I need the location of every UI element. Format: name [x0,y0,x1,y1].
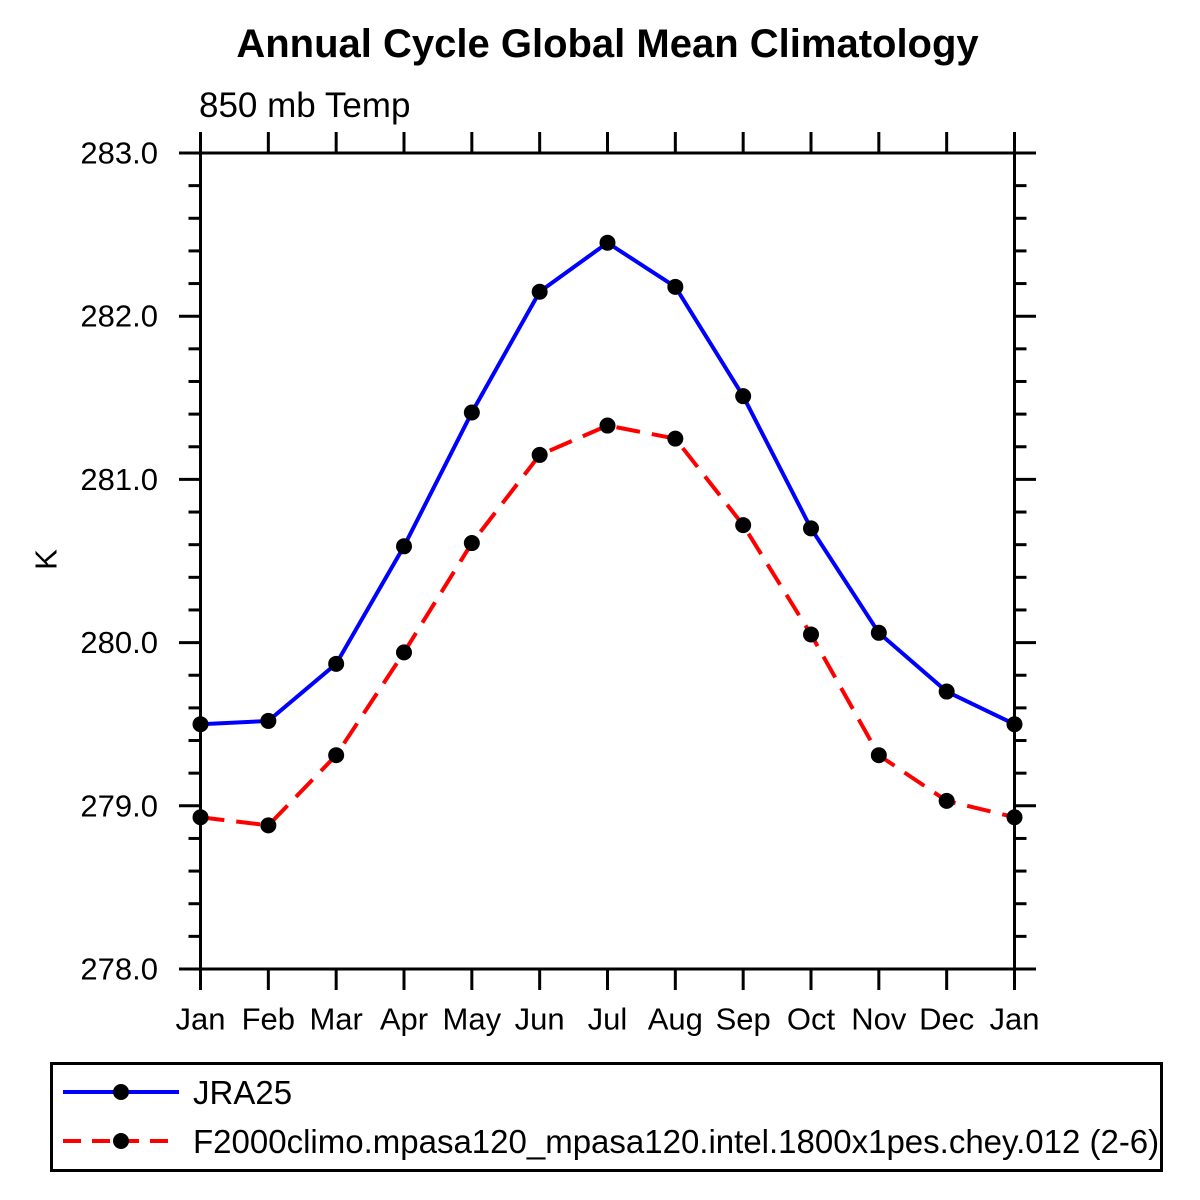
legend-label-f2000climo: F2000climo.mpasa120_mpasa120.intel.1800x… [193,1122,1160,1160]
x-tick-label: Mar [309,1002,362,1037]
data-point-1-Jun [531,446,548,463]
y-tick-label: 278.0 [80,952,158,987]
chart-title: Annual Cycle Global Mean Climatology [236,22,979,66]
data-point-1-Nov [870,747,887,764]
data-point-0-Jul [599,234,616,251]
x-tick-label: Jan [176,1002,226,1037]
data-point-1-Jul [599,417,616,434]
x-tick-label: Apr [380,1002,428,1037]
data-point-0-Aug [667,278,684,295]
x-tick-label: Jun [515,1002,565,1037]
y-tick-label: 283.0 [80,136,158,171]
x-tick-label: Aug [648,1002,703,1037]
data-point-1-Aug [667,430,684,447]
data-point-1-Oct [803,626,819,643]
data-point-0-May [463,404,480,421]
data-point-0-Jan [192,716,209,733]
data-point-0-Jan [1006,716,1023,733]
legend-item-jra25: JRA25 [57,1071,292,1113]
x-tick-label: Feb [242,1002,295,1037]
data-point-0-Feb [260,712,277,729]
y-tick-label: 281.0 [80,462,158,497]
data-point-0-Dec [938,683,955,700]
data-point-0-Sep [735,388,752,405]
data-point-1-May [463,535,480,552]
data-point-0-Apr [396,538,412,555]
legend-sample-marker [113,1133,129,1149]
data-point-1-Dec [938,792,955,809]
series-line-0 [200,240,1016,727]
data-point-1-Mar [328,747,345,764]
chart-subtitle: 850 mb Temp [199,86,411,125]
x-tick-label: Dec [919,1002,974,1037]
plot-area: 278.0 279.0 280.0 281.0 282.0 283.0 Jan Feb Mar A… [80,132,1040,1037]
data-point-1-Sep [735,517,752,534]
data-point-0-Mar [328,655,345,672]
x-tick-label: Jul [588,1002,628,1037]
x-tick-label: Jan [990,1002,1040,1037]
x-tick-label: Oct [787,1002,836,1037]
data-point-1-Apr [396,644,412,661]
data-point-1-Jan [192,809,209,826]
x-tick-label: Nov [851,1002,907,1037]
legend-sample-marker [113,1084,129,1100]
y-tick-label: 282.0 [80,299,158,334]
data-point-1-Jan [1006,809,1023,826]
legend-box: JRA25 F2000climo.mpasa120_mpasa120.intel… [50,1062,1163,1172]
legend-item-f2000climo: F2000climo.mpasa120_mpasa120.intel.1800x… [57,1120,1159,1162]
data-point-0-Nov [870,624,887,641]
legend-label-jra25: JRA25 [193,1073,293,1111]
legend-line-sample-f2000climo [63,1133,179,1149]
y-tick-label: 280.0 [80,625,158,660]
series-line-1 [200,423,1015,828]
data-point-0-Oct [803,520,819,537]
x-tick-label: Sep [716,1002,771,1037]
x-tick-label: May [443,1002,502,1037]
y-tick-label: 279.0 [80,788,158,823]
data-point-1-Feb [260,817,277,834]
data-point-0-Jun [531,283,548,300]
legend-line-sample-jra25 [63,1084,179,1100]
